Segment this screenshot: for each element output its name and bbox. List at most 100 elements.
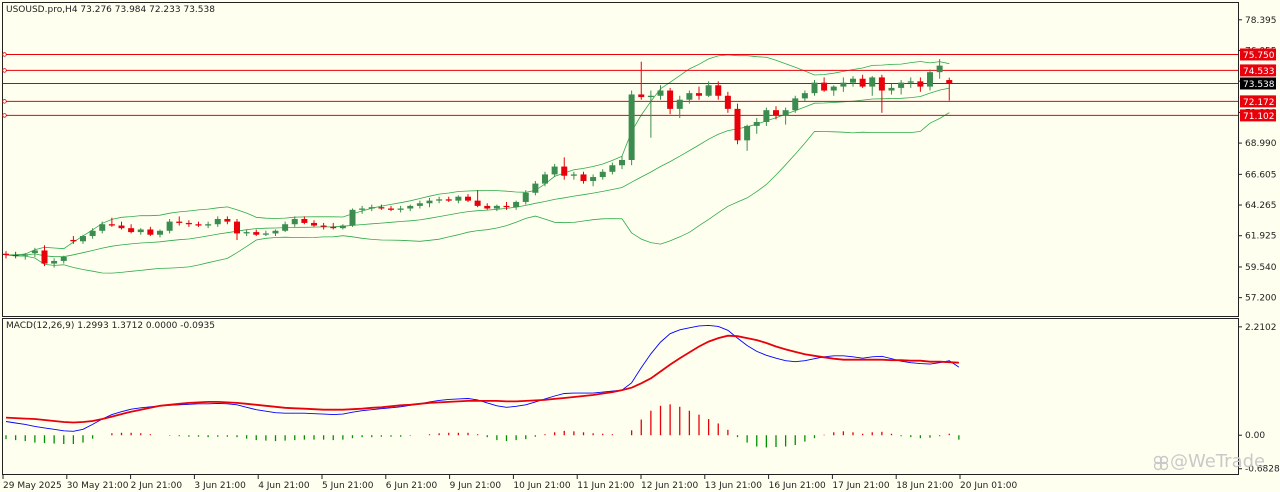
logo-leaf [1159, 455, 1169, 465]
price-tick-label: 66.605 [1245, 170, 1277, 180]
candle-body [657, 90, 664, 96]
candle-body [147, 229, 154, 235]
candle-body [859, 78, 866, 87]
candle-body [397, 208, 404, 210]
candle-body [946, 80, 953, 84]
candle-body [570, 174, 577, 176]
price-tick-label: 78.395 [1245, 16, 1277, 26]
level-price-label: 72.172 [1243, 98, 1275, 108]
price-tick-label: 59.540 [1245, 263, 1277, 273]
time-tick-label: 3 Jun 21:00 [194, 481, 246, 491]
candle-body [850, 78, 856, 83]
candle-body [609, 165, 616, 172]
price-tick-label: 68.990 [1245, 139, 1277, 149]
time-tick-label: 2 Jun 21:00 [131, 481, 183, 491]
candle-body [282, 224, 289, 231]
candle-body [821, 82, 828, 91]
candle-body [224, 218, 231, 222]
candle-body [262, 233, 269, 235]
candle-body [744, 125, 751, 141]
candle-body [542, 174, 548, 184]
candle-body [484, 205, 491, 209]
level-handle-icon [2, 68, 7, 73]
candle-body [513, 201, 520, 208]
candle-body [773, 110, 779, 116]
logo-leaf [1153, 461, 1163, 471]
candle-body [436, 199, 443, 201]
candle-body [185, 222, 192, 225]
candle-body [782, 110, 789, 116]
candle-body [590, 177, 597, 181]
bollinger-middle [5, 87, 950, 258]
level-price-label: 75.750 [1243, 51, 1275, 61]
candle-body [917, 81, 924, 87]
time-tick-label: 12 Jun 21:00 [641, 481, 698, 491]
candle-body [89, 230, 96, 237]
candle-body [51, 260, 58, 264]
macd-info: MACD(12,26,9) 1.2993 1.3712 0.0000 -0.09… [6, 321, 215, 331]
logo-leaf [1159, 461, 1169, 471]
axes: 78.39576.05573.71571.33068.99066.60564.2… [2, 16, 1280, 491]
candle-body [878, 77, 885, 91]
candle-body [474, 200, 481, 206]
time-tick-label: 20 Jun 01:00 [960, 481, 1017, 491]
candle-body [705, 85, 712, 96]
macd-plot [5, 324, 960, 448]
candle-body [619, 160, 625, 166]
price-panel-frame [2, 2, 1239, 317]
candle-body [888, 87, 895, 91]
candle-body [638, 94, 645, 98]
candle-body [253, 232, 260, 235]
price-plot [2, 52, 1238, 274]
candle-body [724, 95, 731, 109]
current-price-label: 73.538 [1243, 80, 1275, 90]
candle-body [907, 81, 914, 83]
candle-body [407, 205, 414, 209]
candle-body [696, 93, 702, 96]
candle-body [80, 236, 86, 242]
wetrade-logo-icon [1153, 455, 1169, 471]
price-tick-label: 61.925 [1245, 232, 1277, 242]
candle-body [503, 205, 510, 208]
candle-body [12, 255, 19, 257]
candle-body [599, 171, 606, 178]
time-tick-label: 6 Jun 21:00 [386, 481, 438, 491]
time-tick-label: 10 Jun 21:00 [513, 481, 570, 491]
candle-body [368, 207, 375, 209]
candle-body [927, 72, 933, 87]
candle-body [349, 209, 356, 226]
macd-tick-label: -0.6828 [1245, 465, 1280, 475]
candle-body [426, 200, 433, 204]
candle-body [157, 230, 163, 235]
time-tick-label: 5 Jun 21:00 [322, 481, 374, 491]
candle-body [291, 218, 298, 225]
candle-body [811, 82, 818, 94]
candle-body [455, 196, 462, 201]
candle-body [118, 225, 125, 229]
candle-body [532, 183, 539, 193]
price-tick-label: 57.200 [1245, 294, 1277, 304]
candle-body [128, 228, 135, 233]
candle-body [359, 208, 366, 210]
candle-body [840, 82, 847, 87]
time-tick-label: 17 Jun 21:00 [832, 481, 889, 491]
candle-body [734, 108, 741, 141]
candle-body [70, 239, 77, 242]
time-tick-label: 18 Jun 21:00 [896, 481, 953, 491]
candle-body [3, 253, 9, 256]
candle-body [195, 224, 202, 226]
candle-body [628, 94, 635, 160]
candle-body [715, 85, 722, 96]
level-price-label-box [1240, 64, 1276, 77]
bollinger-lower [5, 112, 950, 274]
level-price-label-box [1240, 109, 1276, 122]
level-price-label-box [1240, 95, 1276, 108]
candle-body [465, 196, 471, 201]
candle-body [330, 226, 337, 229]
time-tick-label: 13 Jun 21:00 [705, 481, 762, 491]
candle-body [416, 203, 423, 206]
candle-body [137, 229, 144, 233]
